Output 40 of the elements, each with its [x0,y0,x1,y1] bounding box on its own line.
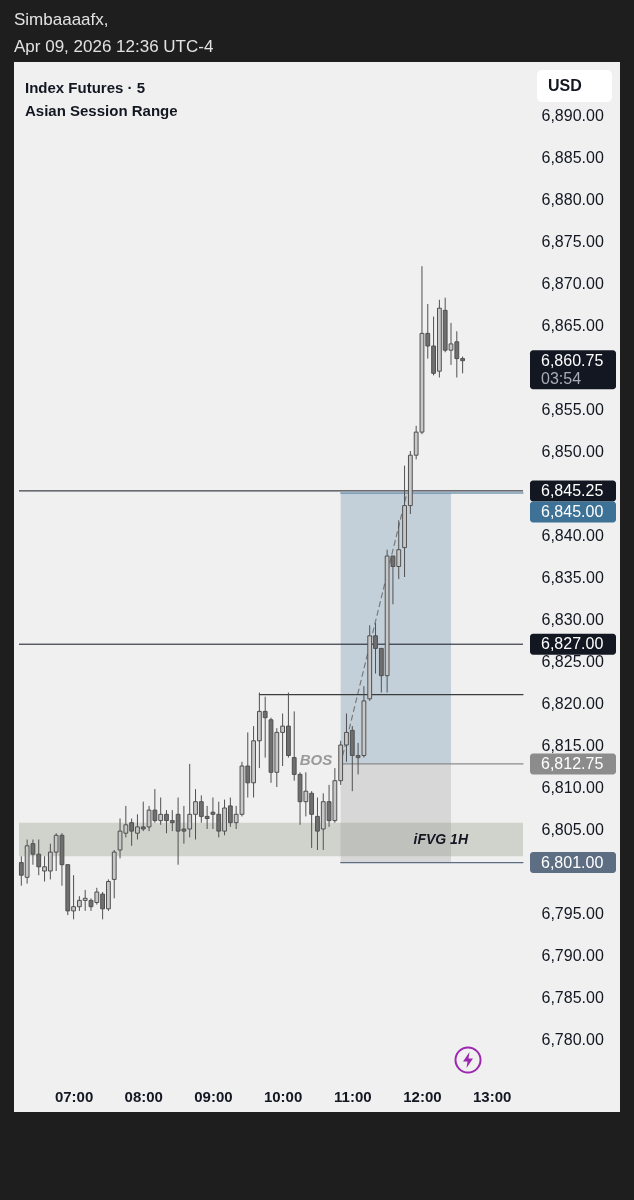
x-tick-label: 08:00 [124,1087,163,1105]
y-tick-label: 6,880.00 [541,190,604,208]
y-tick-label: 6,815.00 [541,736,604,754]
y-tick-label: 6,875.00 [541,232,604,250]
x-tick-label: 11:00 [334,1087,372,1105]
y-tick-label: 6,865.00 [541,316,604,334]
chart-title: Index Futures · 5 [25,79,146,96]
y-axis-title: USD [548,77,582,94]
y-tick-label: 6,870.00 [541,274,604,292]
x-tick-label: 10:00 [263,1087,303,1105]
x-tick-label: 07:00 [54,1087,94,1105]
data-label: 6,845.00 [541,502,604,520]
y-tick-label: 6,890.00 [541,106,604,124]
x-tick-label: 12:00 [403,1087,442,1105]
chart-subtitle: Asian Session Range [25,102,178,119]
text: Simbaaaafx, [14,9,110,31]
y-tick-label: 6,885.00 [541,148,604,166]
text: Apr 09, 2026 12:36 UTC-4 [14,36,214,58]
band-label: iFVG 1H [413,830,469,847]
x-tick-label: 13:00 [472,1087,512,1105]
y-tick-label: 6,830.00 [541,610,604,628]
text: 6,860.75 03:54 [541,351,604,387]
y-tick-label: 6,780.00 [541,1030,604,1048]
y-tick-label: 6,850.00 [541,442,604,460]
y-tick-label: 6,785.00 [541,988,604,1006]
annotation: BOS [299,751,333,768]
y-tick-label: 6,825.00 [541,652,604,670]
data-label: 6,812.75 [541,754,604,772]
y-tick-label: 6,810.00 [541,778,604,796]
x-tick-label: 09:00 [194,1087,233,1105]
y-tick-label: 6,835.00 [541,568,604,586]
y-tick-label: 6,790.00 [541,946,604,964]
ref-line-label: 6,845.25 [541,481,604,499]
data-label: 6,801.00 [541,853,604,871]
y-tick-label: 6,855.00 [541,400,604,418]
ref-line-label: 6,827.00 [541,635,604,653]
y-tick-label: 6,805.00 [541,820,604,838]
y-tick-label: 6,795.00 [541,904,604,922]
y-tick-label: 6,840.00 [541,526,604,544]
y-tick-label: 6,820.00 [541,694,604,712]
